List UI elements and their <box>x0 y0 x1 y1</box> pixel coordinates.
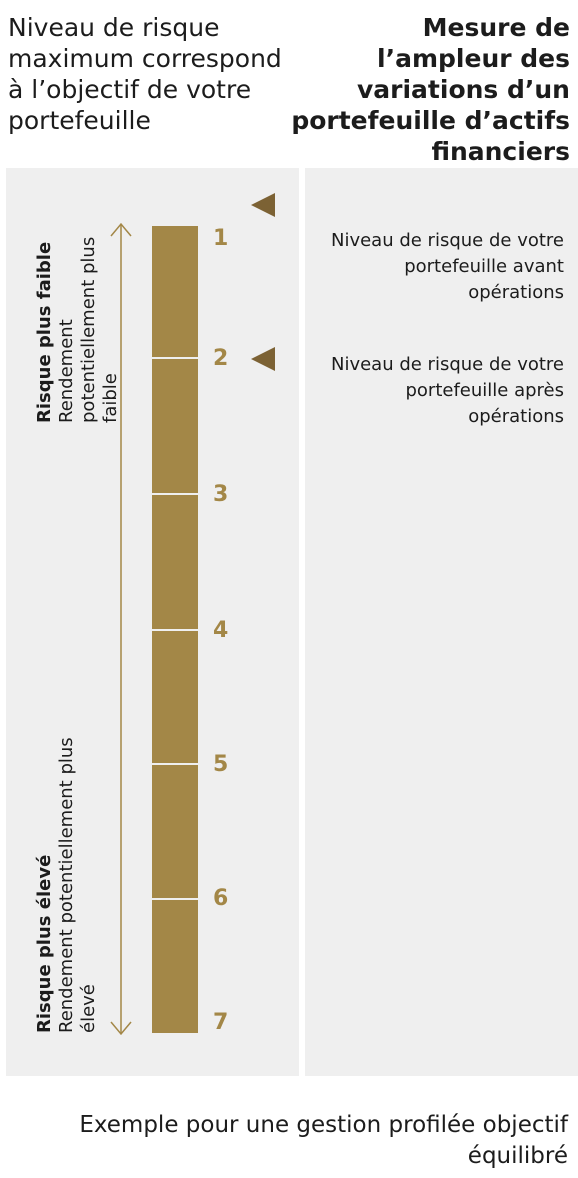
triangle-marker-icon <box>251 347 275 371</box>
high-risk-label: Risque plus élevé Rendement potentiellem… <box>34 683 100 1033</box>
header-max-risk-text: Niveau de risque maximum correspond à l’… <box>8 13 282 135</box>
risk-level-6-label: 6 <box>213 886 229 911</box>
low-risk-label: Risque plus faible Rendement potentielle… <box>34 213 122 423</box>
triangle-marker-icon <box>251 193 275 217</box>
low-risk-title: Risque plus faible <box>34 241 55 423</box>
legend-panel <box>305 168 578 1076</box>
risk-level-3-label: 3 <box>213 482 229 507</box>
risk-level-3-segment <box>152 495 198 629</box>
risk-level-2-label: 2 <box>213 346 229 371</box>
risk-level-2-segment <box>152 359 198 493</box>
risk-level-1-label: 1 <box>213 226 229 251</box>
high-risk-title: Risque plus élevé <box>34 854 55 1033</box>
before-operations-label: Niveau de risque de votre portefeuille a… <box>330 230 564 303</box>
risk-level-7-label: 7 <box>213 1010 229 1035</box>
low-risk-subtitle: Rendement potentiellement plus faible <box>56 236 121 423</box>
high-risk-subtitle: Rendement potentiellement plus élevé <box>56 737 99 1033</box>
risk-level-4-label: 4 <box>213 618 229 643</box>
footer-example-text: Exemple pour une gestion profilée object… <box>79 1112 568 1169</box>
risk-level-5-segment <box>152 765 198 898</box>
header-measure-text: Mesure de l’ampleur des variations d’un … <box>291 13 570 166</box>
risk-level-4-segment <box>152 631 198 763</box>
risk-level-1-segment <box>152 226 198 357</box>
risk-level-6-segment <box>152 900 198 1033</box>
after-operations-label: Niveau de risque de votre portefeuille a… <box>330 354 564 427</box>
double-arrow-icon <box>110 222 132 1036</box>
risk-level-5-label: 5 <box>213 752 229 777</box>
